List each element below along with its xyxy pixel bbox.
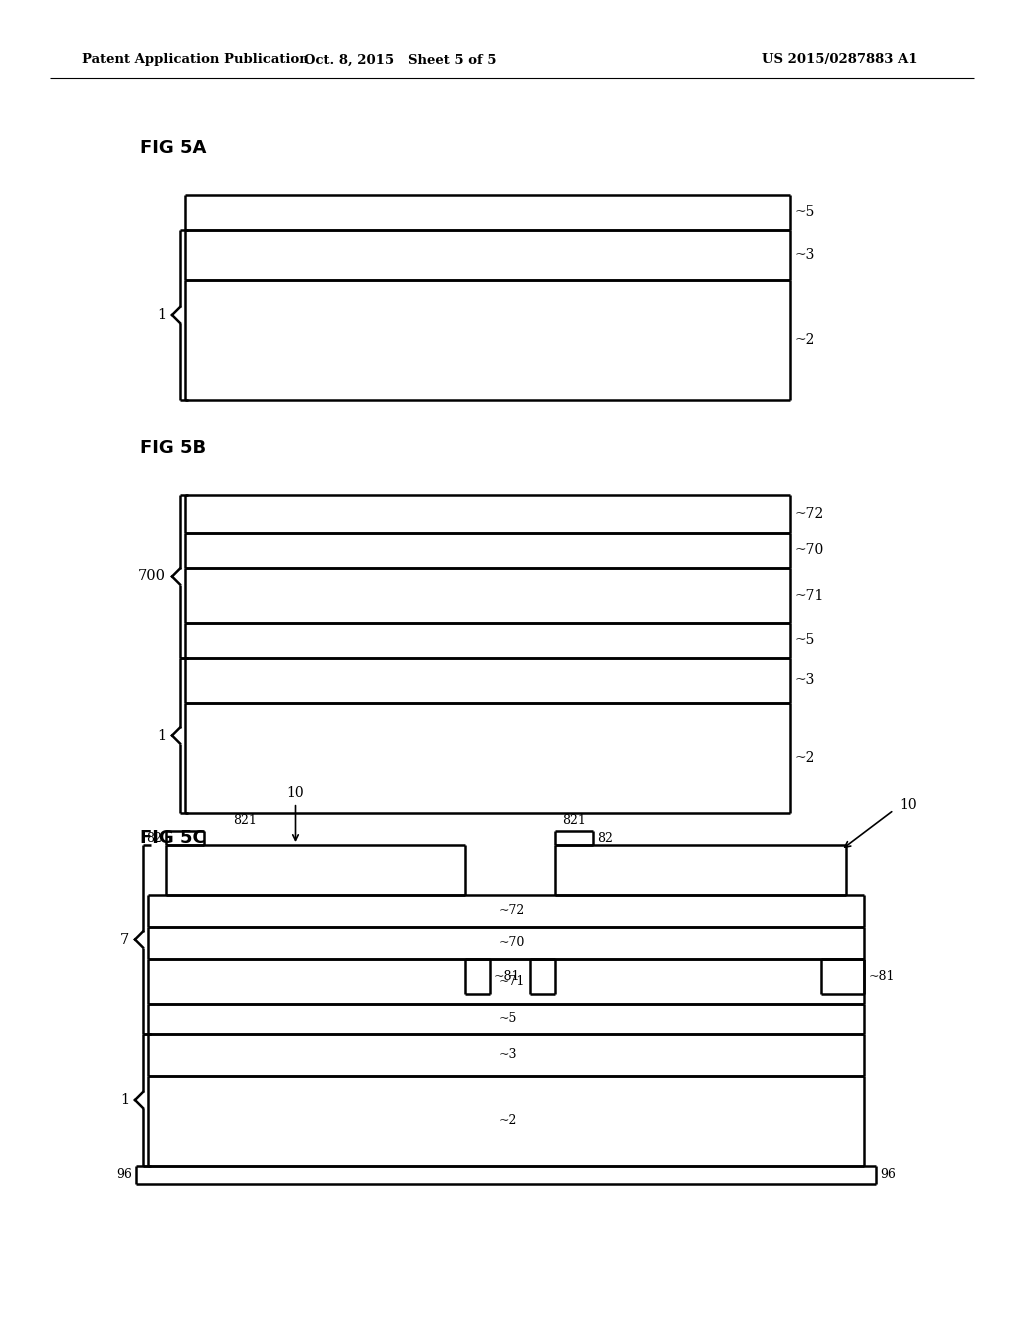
Text: ~71: ~71 (499, 975, 525, 987)
Text: ~5: ~5 (499, 1012, 517, 1026)
Text: ~3: ~3 (794, 673, 814, 688)
Text: ~72: ~72 (499, 904, 525, 917)
Text: FIG 5C: FIG 5C (140, 829, 206, 847)
Text: ~70: ~70 (794, 544, 823, 557)
Text: ~2: ~2 (794, 751, 814, 766)
Text: ~5: ~5 (794, 634, 814, 648)
Text: ~81: ~81 (494, 970, 520, 983)
Text: 82: 82 (146, 832, 162, 845)
Text: 821: 821 (233, 814, 257, 828)
Text: ~2: ~2 (794, 333, 814, 347)
Text: ~2: ~2 (499, 1114, 517, 1127)
Text: 1: 1 (157, 308, 166, 322)
Text: ~81: ~81 (869, 970, 896, 983)
Text: US 2015/0287883 A1: US 2015/0287883 A1 (762, 54, 918, 66)
Text: 82: 82 (597, 832, 613, 845)
Text: Patent Application Publication: Patent Application Publication (82, 54, 309, 66)
Text: Oct. 8, 2015   Sheet 5 of 5: Oct. 8, 2015 Sheet 5 of 5 (304, 54, 497, 66)
Text: ~3: ~3 (499, 1048, 517, 1061)
Text: 821: 821 (562, 814, 586, 828)
Text: 10: 10 (287, 785, 304, 841)
Text: 7: 7 (120, 932, 129, 946)
Text: ~5: ~5 (794, 206, 814, 219)
Text: 1: 1 (120, 1093, 129, 1107)
Text: 1: 1 (157, 729, 166, 742)
Text: ~71: ~71 (794, 589, 823, 602)
Text: 96: 96 (116, 1168, 132, 1181)
Text: FIG 5B: FIG 5B (140, 440, 206, 457)
Text: 700: 700 (138, 569, 166, 583)
Text: ~72: ~72 (794, 507, 823, 521)
Text: FIG 5A: FIG 5A (140, 139, 207, 157)
Text: 96: 96 (880, 1168, 896, 1181)
Text: ~70: ~70 (499, 936, 525, 949)
Text: 10: 10 (899, 799, 916, 812)
Text: ~3: ~3 (794, 248, 814, 261)
